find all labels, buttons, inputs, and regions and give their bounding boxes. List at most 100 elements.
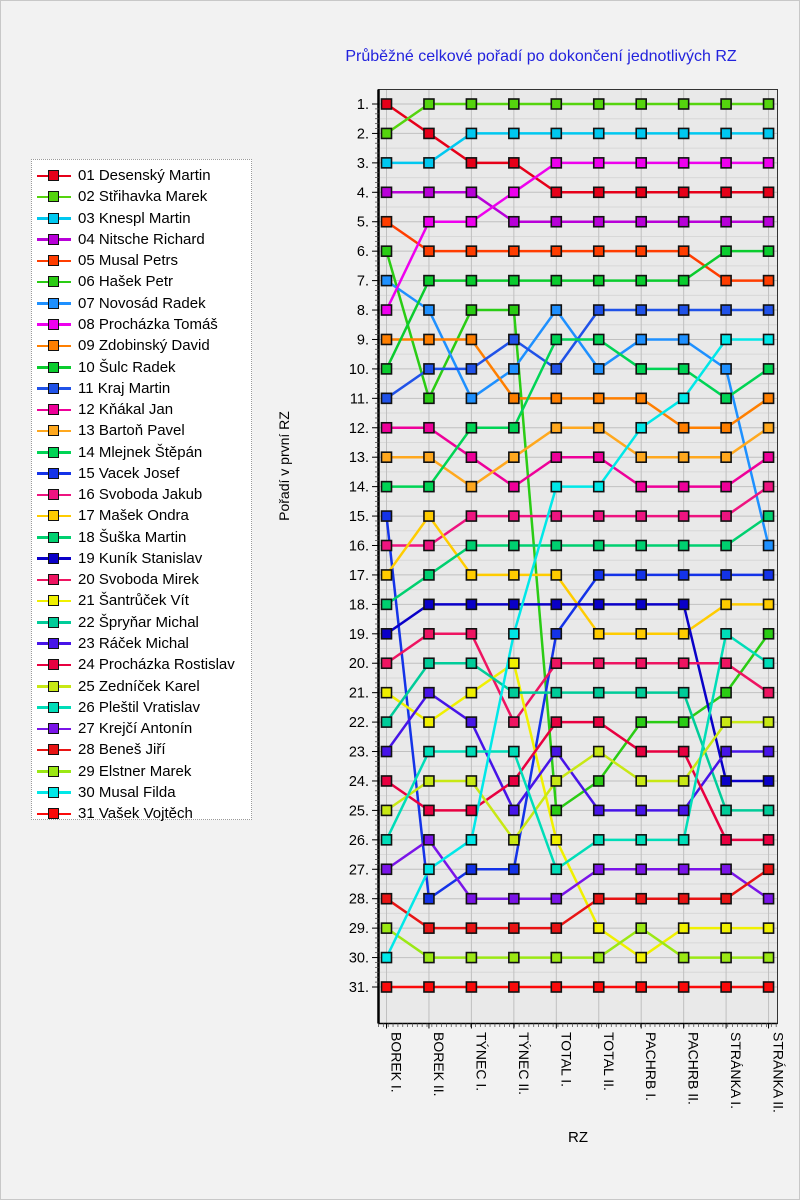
marker-18 bbox=[380, 598, 393, 611]
legend-item: 05 Musal Petrs bbox=[32, 250, 251, 271]
legend-item: 21 Šantrůček Vít bbox=[32, 590, 251, 611]
marker-13 bbox=[380, 451, 393, 463]
marker-26 bbox=[635, 834, 648, 846]
series-line-20 bbox=[385, 632, 770, 725]
y-tick-label: 29. bbox=[349, 921, 369, 937]
marker-07 bbox=[677, 333, 690, 346]
series-line-28 bbox=[385, 868, 770, 930]
marker-02 bbox=[677, 98, 690, 110]
legend-item: 25 Zedníček Karel bbox=[32, 675, 251, 696]
legend-marker-icon bbox=[37, 467, 71, 480]
marker-25 bbox=[592, 745, 605, 758]
marker-20 bbox=[380, 657, 393, 670]
series-line-23 bbox=[385, 690, 769, 813]
marker-27 bbox=[762, 892, 775, 905]
marker-10 bbox=[423, 274, 435, 287]
marker-07 bbox=[592, 363, 605, 375]
marker-05 bbox=[592, 245, 605, 257]
marker-07 bbox=[465, 392, 478, 405]
marker-14 bbox=[592, 333, 605, 346]
marker-18 bbox=[635, 539, 648, 552]
marker-27 bbox=[677, 863, 690, 876]
marker-05 bbox=[720, 274, 732, 287]
legend-marker-icon bbox=[37, 509, 71, 522]
marker-18 bbox=[465, 539, 478, 552]
marker-25 bbox=[508, 834, 520, 846]
legend-label: 10 Šulc Radek bbox=[78, 358, 176, 376]
legend-marker-icon bbox=[37, 403, 71, 416]
marker-09 bbox=[423, 333, 435, 346]
marker-15 bbox=[592, 569, 605, 581]
marker-07 bbox=[550, 304, 563, 316]
legend-item: 28 Beneš Jiří bbox=[32, 739, 251, 760]
marker-20 bbox=[762, 686, 775, 699]
marker-07 bbox=[423, 304, 435, 316]
marker-25 bbox=[635, 775, 648, 787]
legend-marker-icon bbox=[37, 297, 71, 310]
legend-marker-icon bbox=[37, 552, 71, 565]
marker-09 bbox=[465, 333, 478, 346]
marker-13 bbox=[465, 480, 478, 493]
legend-marker-icon bbox=[37, 594, 71, 607]
marker-29 bbox=[762, 951, 775, 964]
marker-28 bbox=[720, 892, 732, 905]
marker-02 bbox=[762, 98, 775, 110]
marker-02 bbox=[635, 98, 648, 110]
legend-marker-icon bbox=[37, 786, 71, 799]
marker-14 bbox=[423, 480, 435, 493]
marker-12 bbox=[635, 480, 648, 493]
marker-17 bbox=[762, 598, 775, 611]
marker-06 bbox=[677, 716, 690, 728]
legend-item: 29 Elstner Marek bbox=[32, 760, 251, 781]
marker-01 bbox=[677, 186, 690, 199]
y-tick-label: 1. bbox=[357, 97, 369, 113]
marker-09 bbox=[550, 392, 563, 405]
marker-14 bbox=[720, 392, 732, 405]
marker-12 bbox=[423, 421, 435, 434]
legend-label: 16 Svoboda Jakub bbox=[78, 486, 203, 504]
marker-26 bbox=[720, 627, 732, 640]
legend-label: 20 Svoboda Mirek bbox=[78, 571, 199, 589]
legend-label: 15 Vacek Josef bbox=[78, 464, 180, 482]
marker-16 bbox=[635, 510, 648, 522]
marker-06 bbox=[508, 304, 520, 316]
marker-26 bbox=[423, 745, 435, 758]
series-line-14 bbox=[386, 338, 770, 488]
series-line-16 bbox=[386, 485, 770, 547]
marker-20 bbox=[465, 627, 478, 640]
legend-marker-icon bbox=[37, 807, 71, 820]
legend-label: 26 Pleštil Vratislav bbox=[78, 698, 200, 716]
marker-16 bbox=[423, 539, 435, 552]
legend-item: 22 Špryňar Michal bbox=[32, 612, 251, 633]
marker-06 bbox=[423, 392, 435, 405]
marker-13 bbox=[677, 451, 690, 463]
series-line-29 bbox=[385, 926, 769, 959]
marker-03 bbox=[762, 127, 775, 140]
marker-12 bbox=[720, 480, 732, 493]
marker-24 bbox=[380, 775, 393, 787]
marker-06 bbox=[380, 245, 393, 257]
marker-16 bbox=[550, 510, 563, 522]
marker-25 bbox=[380, 804, 393, 817]
x-tick-label: PACHRB I. bbox=[643, 1032, 659, 1101]
marker-30 bbox=[635, 421, 648, 434]
series-line-08 bbox=[385, 161, 769, 311]
marker-03 bbox=[380, 157, 393, 169]
y-tick-label: 3. bbox=[357, 156, 369, 172]
marker-25 bbox=[720, 716, 732, 728]
legend-item: 26 Pleštil Vratislav bbox=[32, 697, 251, 718]
marker-13 bbox=[592, 421, 605, 434]
marker-21 bbox=[762, 922, 775, 934]
series-line-30 bbox=[385, 338, 769, 959]
marker-28 bbox=[423, 922, 435, 934]
marker-11 bbox=[720, 304, 732, 316]
marker-19 bbox=[508, 598, 520, 611]
marker-09 bbox=[635, 392, 648, 405]
marker-21 bbox=[550, 834, 563, 846]
legend-item: 15 Vacek Josef bbox=[32, 463, 251, 484]
marker-18 bbox=[423, 569, 435, 581]
marker-17 bbox=[592, 627, 605, 640]
y-tick-label: 10. bbox=[349, 362, 369, 378]
marker-21 bbox=[592, 922, 605, 934]
marker-01 bbox=[508, 157, 520, 169]
